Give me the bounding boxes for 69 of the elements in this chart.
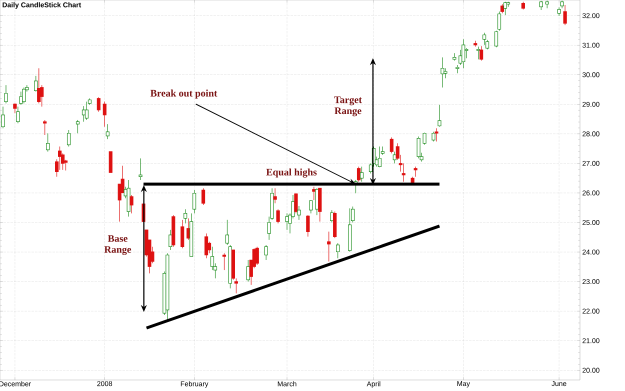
candlestick	[414, 166, 418, 177]
candlestick	[84, 101, 89, 120]
candlestick	[106, 124, 110, 140]
candlestick	[225, 220, 230, 246]
candlestick	[4, 84, 8, 104]
candlestick	[1, 106, 5, 129]
candlestick	[500, 4, 504, 14]
annotation: Break out point	[150, 90, 218, 99]
candlestick	[462, 38, 466, 69]
candlestick	[126, 180, 130, 217]
candlestick	[43, 120, 47, 136]
candlestick	[438, 104, 442, 128]
candlestick	[130, 194, 134, 214]
candlestick	[82, 106, 86, 122]
candlestick	[192, 190, 196, 214]
candlestick	[138, 158, 142, 180]
series-label: Equal highs	[266, 168, 317, 178]
candlestick	[204, 233, 208, 259]
candlestick	[356, 166, 361, 182]
candlestick	[440, 57, 444, 88]
candlestick	[264, 244, 268, 260]
candlestick	[273, 188, 277, 204]
candlestick	[390, 137, 394, 154]
candlestick	[294, 192, 298, 214]
candlestick	[22, 87, 26, 104]
candlestick	[202, 188, 206, 206]
candlestick	[34, 76, 38, 92]
candlestick	[180, 220, 184, 248]
candlestick	[255, 246, 259, 266]
candlestick	[37, 68, 41, 104]
candlestick	[222, 252, 226, 270]
candlestick	[503, 1, 508, 16]
candlestick	[96, 96, 100, 112]
candlestick	[309, 200, 313, 214]
candlestick	[434, 128, 438, 142]
candlestick	[494, 30, 498, 48]
candlestick	[416, 136, 420, 159]
candlestick	[306, 214, 310, 237]
candlestick	[539, 0, 543, 10]
candlestick	[58, 146, 62, 170]
candlestick	[444, 68, 448, 79]
candlestick	[482, 32, 486, 46]
candlestick	[312, 186, 316, 200]
candlestick	[318, 188, 322, 222]
candlestick	[476, 46, 480, 60]
candlestick	[497, 11, 502, 32]
candlestick	[432, 131, 436, 142]
candlestick	[360, 166, 364, 182]
candlestick	[16, 106, 20, 124]
candlestick	[46, 132, 50, 152]
candlestick	[378, 146, 382, 168]
candlestick	[102, 101, 106, 128]
candlestick	[66, 130, 71, 147]
candlestick	[108, 151, 112, 173]
candlestick	[336, 242, 340, 259]
candlestick	[327, 231, 331, 262]
candlestick	[422, 132, 426, 146]
candlestick	[333, 211, 337, 238]
candlestick	[452, 52, 456, 61]
annotation: Base Range	[104, 235, 132, 255]
annotation: Target Range	[334, 96, 362, 116]
candlestick	[402, 163, 406, 182]
candlestick	[297, 206, 301, 220]
candlestick	[464, 48, 468, 59]
candlestick	[563, 4, 567, 26]
candlestick	[480, 46, 484, 61]
candlestick	[76, 120, 80, 134]
candlestick	[184, 208, 188, 224]
candlestick	[276, 208, 280, 224]
